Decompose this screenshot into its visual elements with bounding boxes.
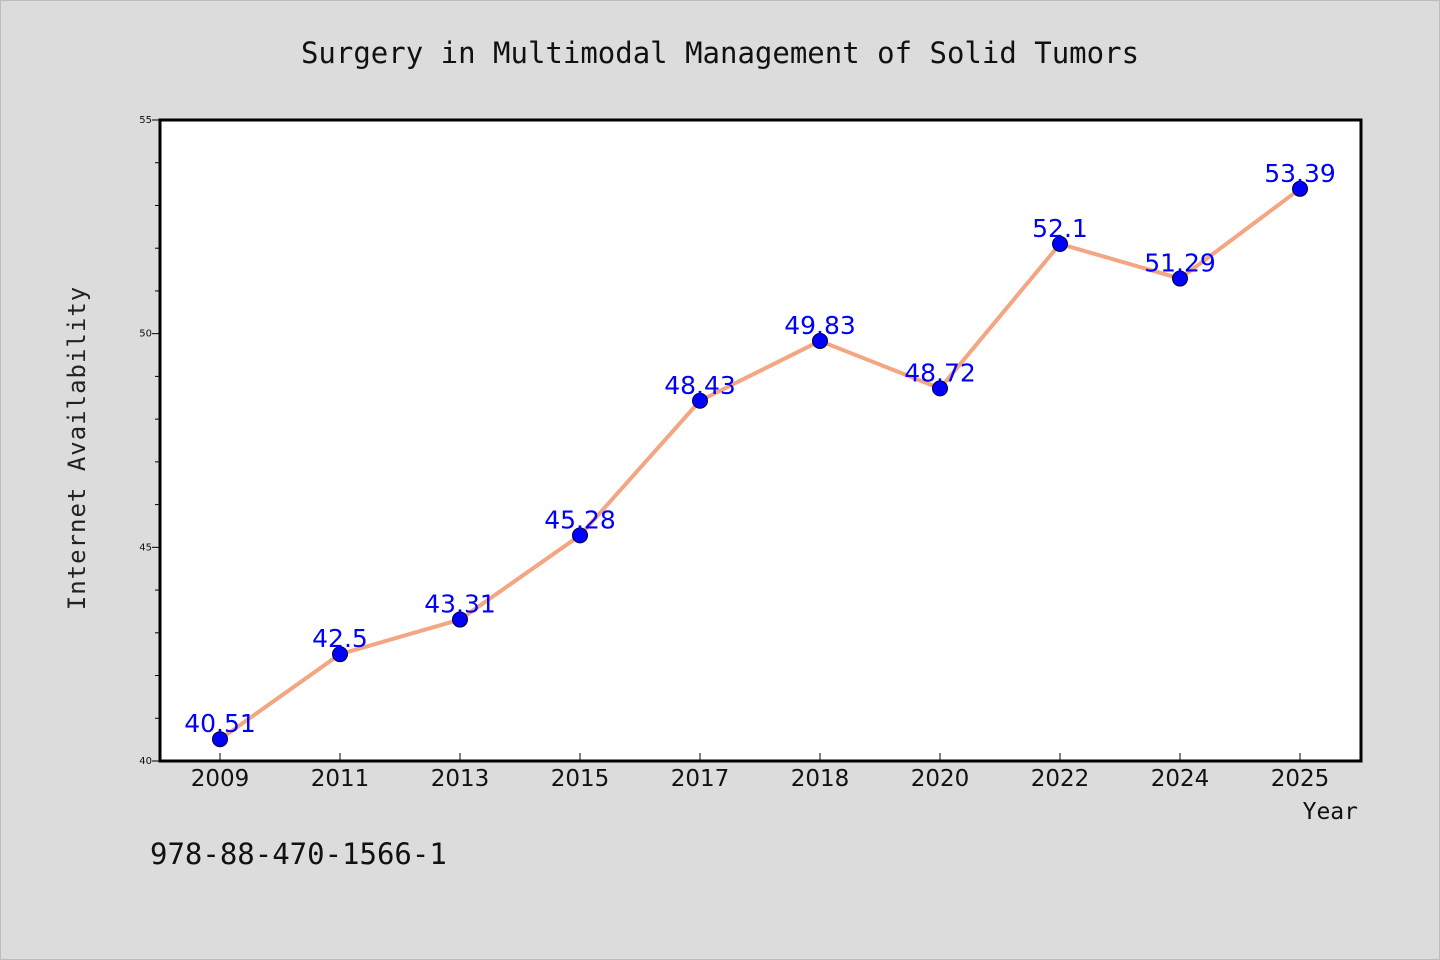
y-tick-label: 45	[139, 542, 152, 553]
chart-title: Surgery in Multimodal Management of Soli…	[301, 36, 1139, 70]
y-tick-label: 50	[139, 329, 152, 340]
data-point-marker	[692, 392, 708, 409]
data-point-marker	[932, 380, 948, 397]
y-minor-ticks	[155, 162, 160, 719]
x-tick-label: 2009	[191, 766, 250, 792]
data-point-marker	[332, 646, 348, 663]
y-axis-label: Internet Availability	[63, 286, 91, 610]
data-point-marker	[572, 527, 588, 544]
x-tick-label: 2020	[911, 766, 970, 792]
x-tick-label: 2022	[1031, 766, 1090, 792]
data-point-label: 49.83	[784, 311, 856, 340]
x-tick-label: 2015	[551, 766, 610, 792]
data-labels: 40.51 42.5 43.31 45.28 48.43 49.83 48.72 52.1 51…	[184, 159, 1336, 738]
series-line	[218, 187, 1302, 741]
plot-area	[158, 118, 1363, 763]
data-point-label: 48.72	[904, 358, 976, 387]
x-tick-label: 2024	[1151, 766, 1210, 792]
y-tick-label: 40	[139, 756, 152, 767]
y-tick-label: 55	[139, 115, 152, 126]
data-point-marker	[1052, 235, 1068, 252]
series-markers	[212, 180, 1308, 748]
x-tick-label: 2017	[671, 766, 730, 792]
data-point-marker	[452, 611, 468, 628]
data-point-marker	[1172, 270, 1188, 287]
data-point-marker	[212, 731, 228, 748]
data-point-label: 42.5	[312, 624, 368, 653]
data-point-label: 52.1	[1032, 214, 1088, 243]
data-point-label: 40.51	[184, 709, 256, 738]
x-tick-label: 2025	[1271, 766, 1330, 792]
footnote: 978-88-470-1566-1	[150, 837, 447, 871]
x-tick-label: 2011	[311, 766, 370, 792]
x-tick-label: 2013	[431, 766, 490, 792]
data-point-label: 51.29	[1144, 249, 1216, 278]
y-axis-ticks: 40 45 50 55	[139, 115, 160, 767]
data-point-label: 45.28	[544, 505, 616, 534]
data-point-marker	[812, 332, 828, 349]
data-point-marker	[1292, 180, 1308, 197]
x-tick-label: 2018	[791, 766, 850, 792]
data-point-label: 48.43	[664, 371, 736, 400]
x-axis-ticks: 2009 2011 2013 2015 2017 2018 2020 2022 2024 2025	[191, 753, 1330, 792]
data-point-label: 53.39	[1264, 159, 1336, 188]
data-point-label: 43.31	[424, 590, 496, 619]
x-axis-label: Year	[1303, 799, 1358, 825]
